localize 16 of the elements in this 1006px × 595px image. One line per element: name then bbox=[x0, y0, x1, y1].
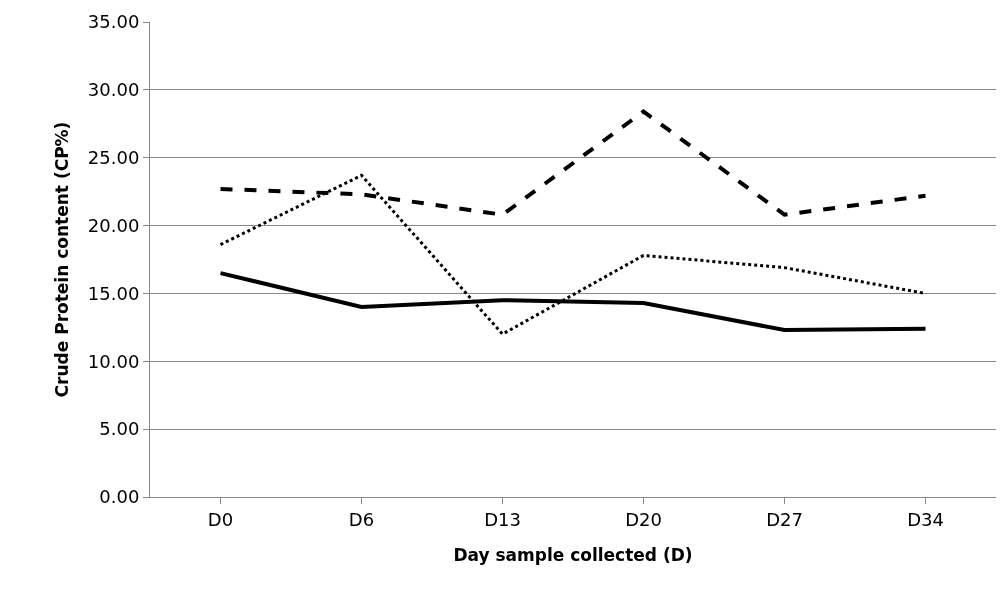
y-axis-title: Crude Protein content (CP%) bbox=[52, 121, 73, 398]
y-tick-label: 30.00 bbox=[87, 79, 140, 101]
y-tick-label: 0.00 bbox=[99, 486, 140, 508]
y-tick-label: 35.00 bbox=[87, 11, 140, 33]
x-axis-title: Day sample collected (D) bbox=[453, 545, 693, 565]
x-tick-label: D20 bbox=[625, 508, 662, 530]
y-tick-label: 25.00 bbox=[87, 147, 140, 169]
y-tick-label: 20.00 bbox=[87, 214, 140, 236]
y-tick-label: 10.00 bbox=[87, 350, 140, 372]
y-tick-label: 5.00 bbox=[99, 418, 140, 440]
x-tick-label: D6 bbox=[348, 508, 375, 530]
x-tick-label: D27 bbox=[766, 508, 803, 530]
x-tick-label: D34 bbox=[907, 508, 944, 530]
x-tick-label: D13 bbox=[484, 508, 521, 530]
y-tick-label: 15.00 bbox=[87, 282, 140, 304]
x-tick-label: D0 bbox=[207, 508, 234, 530]
